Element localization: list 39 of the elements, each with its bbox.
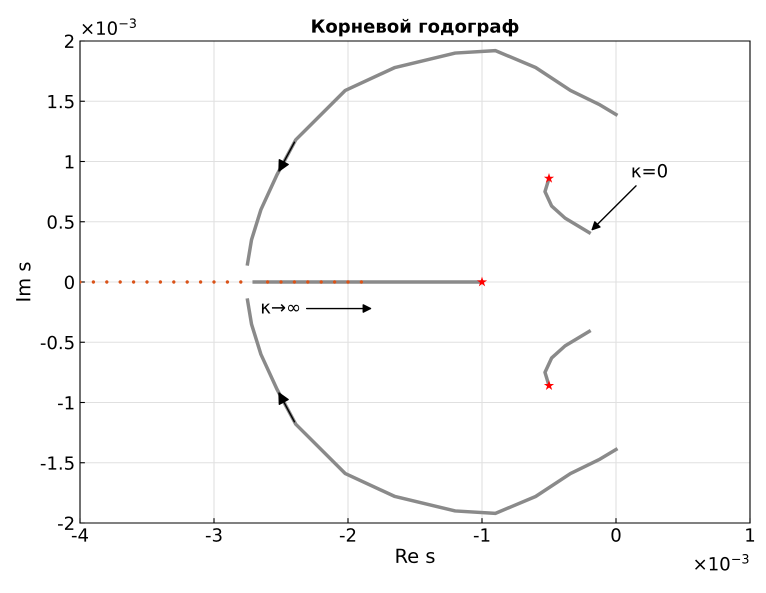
y-tick-label: -1 (58, 396, 74, 410)
y-tick-label: 1 (66, 155, 74, 168)
point (172, 280, 176, 284)
x-tick-label: 0 (611, 528, 621, 542)
annotation: κ=0 (632, 164, 667, 178)
y-axis-title: Im s (16, 262, 31, 301)
point (544, 172, 554, 183)
point (118, 280, 122, 284)
point (544, 380, 554, 390)
y-tick-label: -1.5 (40, 456, 74, 470)
point (158, 280, 162, 284)
x-tick-label: 1 (746, 528, 754, 542)
x-axis-title: Re s (396, 548, 435, 564)
chart-title: Корневой годограф (312, 18, 518, 36)
y-tick-label: 1.5 (48, 94, 74, 108)
point (92, 280, 96, 284)
x-tick-label: -3 (206, 528, 222, 542)
line-series (246, 48, 618, 266)
line-series (246, 298, 618, 516)
point (226, 280, 230, 284)
point (239, 280, 242, 284)
y-tick-label: 0.5 (48, 215, 74, 229)
point (105, 280, 108, 284)
y-tick-label: -2 (58, 516, 74, 530)
x-tick-label: -1 (474, 528, 490, 542)
y-tick-label: 0 (64, 275, 74, 290)
point (292, 280, 296, 284)
point (476, 276, 488, 286)
text: ×10$^{−3}$ (695, 554, 748, 571)
point (320, 280, 323, 284)
y-tick-label: -0.5 (40, 336, 74, 350)
point (306, 280, 310, 284)
x-tick-label: -4 (72, 528, 88, 542)
point (186, 280, 189, 284)
y-tick-label: 2 (64, 34, 74, 48)
point (360, 280, 364, 284)
x-tick-label: -2 (340, 528, 356, 542)
annotation: κ→∞ (262, 304, 300, 314)
text: ×10$^{−3}$ (82, 18, 136, 35)
